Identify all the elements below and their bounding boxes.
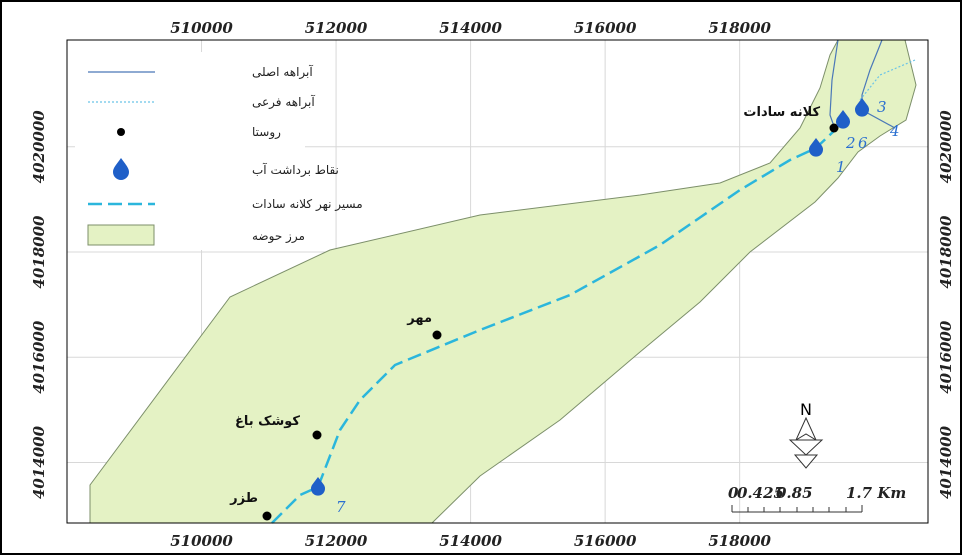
x-tick-label: 514000 xyxy=(439,19,502,37)
y-tick-label: 4016000 xyxy=(937,320,955,394)
legend-symbol xyxy=(117,128,125,136)
x-tick-label: 518000 xyxy=(708,19,771,37)
village xyxy=(829,123,839,133)
y-tick-label: 4014000 xyxy=(30,425,48,499)
main-stream xyxy=(829,39,839,133)
intake-label: 3 xyxy=(877,98,887,116)
canal-route xyxy=(271,129,836,524)
scale-label: 0.85 xyxy=(776,484,813,502)
scale-line xyxy=(731,505,863,513)
intake xyxy=(855,98,870,117)
y-tick-label: 4018000 xyxy=(30,215,48,289)
scale-label: 0 xyxy=(728,484,739,502)
village-label: طزر xyxy=(229,491,258,506)
x-tick-label: 516000 xyxy=(574,19,637,37)
scale-label: 1.7 Km xyxy=(846,484,906,502)
x-tick-label: 510000 xyxy=(170,19,233,37)
north-symbol xyxy=(788,439,824,469)
x-tick-label: 516000 xyxy=(574,532,637,550)
x-tick-label: 512000 xyxy=(305,19,368,37)
map-frame xyxy=(66,39,929,524)
legend-label: مسیر نهر کلانه سادات xyxy=(252,197,363,212)
legend-label: مرز حوضه xyxy=(252,229,305,244)
legend-label: نقاط برداشت آب xyxy=(252,162,339,178)
x-tick-label: 514000 xyxy=(439,532,502,550)
village xyxy=(312,430,322,440)
scale-bar: 0 0.425 0.85 1.7 Km xyxy=(728,484,906,513)
y-tick-label: 4014000 xyxy=(937,425,955,499)
intake-label: 4 xyxy=(889,122,900,140)
intake-label: 6 xyxy=(858,134,868,152)
scale-label: 0.425 xyxy=(737,484,784,502)
x-tick-label: 512000 xyxy=(305,532,368,550)
legend-label: روستا xyxy=(252,125,281,140)
main-stream xyxy=(861,39,896,129)
village xyxy=(432,330,442,340)
intake-label: 7 xyxy=(336,498,346,516)
y-tick-label: 4020000 xyxy=(30,110,48,184)
north-arrow: N xyxy=(788,400,824,469)
legend-symbol xyxy=(87,224,155,246)
intake xyxy=(311,477,325,496)
village-label: کلانه سادات xyxy=(743,105,820,120)
intake xyxy=(808,138,823,157)
north-label: N xyxy=(800,400,812,419)
intake-label: 1 xyxy=(836,158,846,176)
village-label: کوشک باغ xyxy=(235,414,300,429)
intakes: 1 2 6 3 4 7 xyxy=(311,98,900,516)
intake xyxy=(836,110,850,129)
north-symbol xyxy=(794,416,818,442)
legend-label: آبراهه فرعی xyxy=(252,94,315,110)
legend-box xyxy=(75,52,305,250)
village xyxy=(262,511,272,521)
legend-symbol xyxy=(113,158,129,180)
legend: آبراهه اصلی آبراهه فرعی روستا نقاط برداش… xyxy=(75,52,363,250)
village-label: مهر xyxy=(406,311,432,326)
intake-label: 2 xyxy=(845,134,856,152)
y-tick-label: 4018000 xyxy=(937,215,955,289)
sub-stream xyxy=(859,59,916,101)
legend-label: آبراهه اصلی xyxy=(252,64,313,80)
y-tick-label: 4020000 xyxy=(937,110,955,184)
y-tick-label: 4016000 xyxy=(30,320,48,394)
villages: کلانه سادات مهر کوشک باغ طزر xyxy=(229,105,839,521)
x-tick-label: 510000 xyxy=(170,532,233,550)
x-tick-label: 518000 xyxy=(708,532,771,550)
